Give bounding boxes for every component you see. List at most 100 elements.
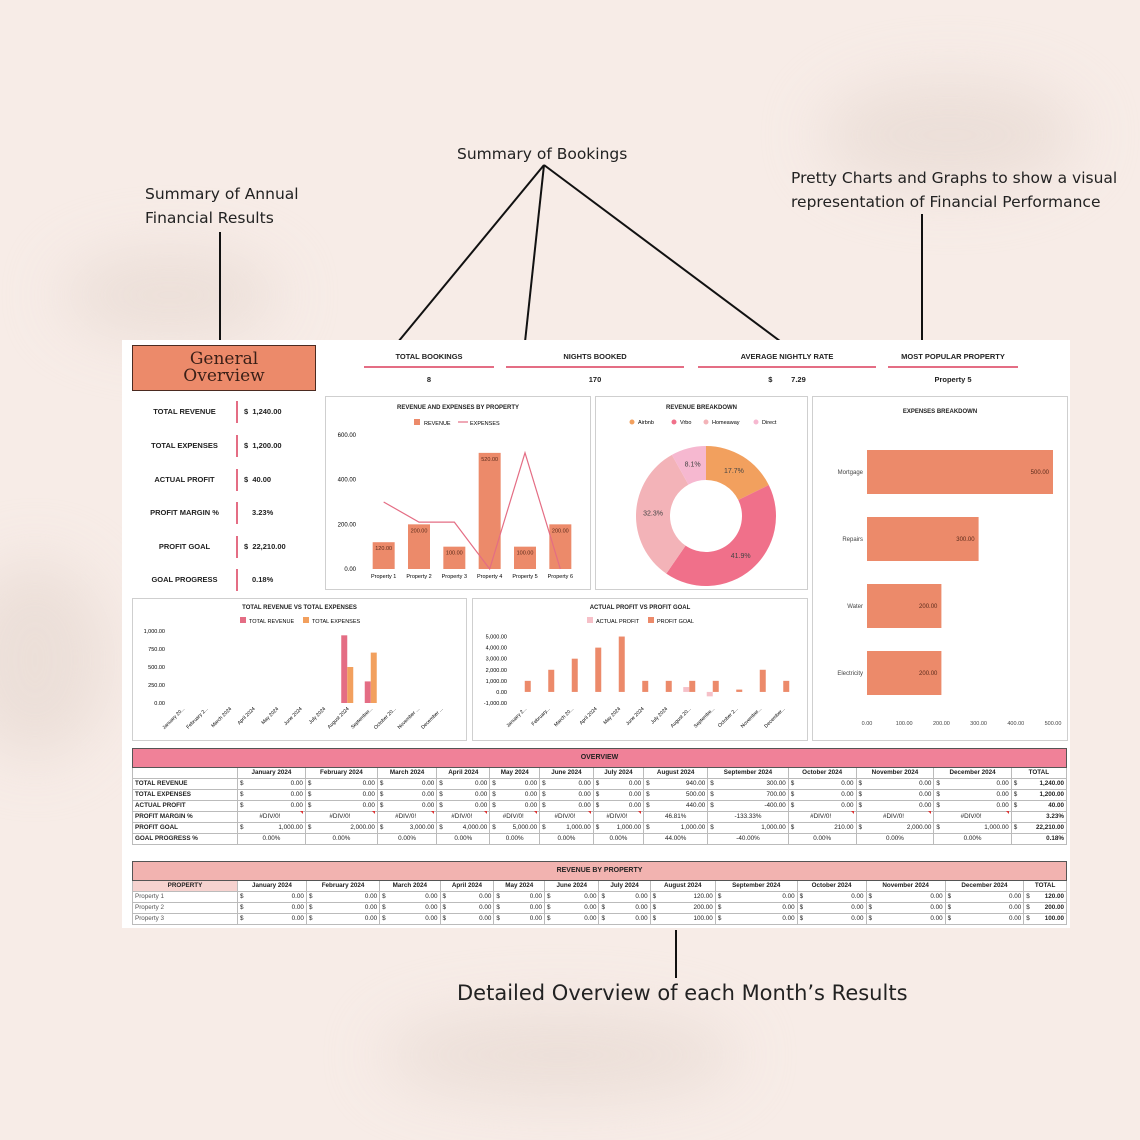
table-cell[interactable]: $0.00 [489,778,541,790]
table-cell[interactable]: $0.00 [493,891,546,903]
table-cell[interactable]: $0.00 [592,789,645,801]
table-cell[interactable]: 0.18% [1010,833,1068,845]
table-cell[interactable]: $0.00 [376,800,438,812]
table-cell[interactable]: 0.00% [237,833,306,845]
table-cell[interactable]: $22,210.00 [1010,822,1068,834]
table-cell[interactable]: $0.00 [865,902,946,914]
table-cell[interactable]: $0.00 [592,778,645,790]
table-cell[interactable]: $0.00 [539,778,594,790]
table-cell[interactable]: $0.00 [933,778,1012,790]
table-cell[interactable]: $0.00 [436,800,491,812]
table-cell[interactable]: $0.00 [714,891,798,903]
table-cell[interactable]: -40.00% [707,833,789,845]
table-cell[interactable]: $0.00 [237,902,307,914]
table-cell[interactable]: #DIV/0! [436,811,491,823]
table-cell[interactable]: $0.00 [305,891,381,903]
table-cell[interactable]: $0.00 [304,778,378,790]
table-cell[interactable]: 0.00% [787,833,857,845]
table-cell[interactable]: #DIV/0! [592,811,645,823]
table-cell[interactable]: $0.00 [376,789,438,801]
table-cell[interactable]: $0.00 [439,891,495,903]
table-cell[interactable]: $0.00 [944,902,1025,914]
table-cell[interactable]: $0.00 [237,778,306,790]
table-cell[interactable]: $0.00 [796,902,867,914]
table-cell[interactable]: $0.00 [379,913,441,925]
table-cell[interactable]: #DIV/0! [489,811,541,823]
table-cell[interactable]: $0.00 [304,800,378,812]
table-cell[interactable]: $0.00 [944,913,1025,925]
table-cell[interactable]: $1,000.00 [539,822,594,834]
table-cell[interactable]: #DIV/0! [933,811,1012,823]
table-cell[interactable]: 0.00% [489,833,541,845]
table-cell[interactable]: $0.00 [304,789,378,801]
table-cell[interactable]: $1,000.00 [643,822,709,834]
table-cell[interactable]: $0.00 [544,902,600,914]
table-cell[interactable]: $0.00 [305,902,381,914]
table-cell[interactable]: $0.00 [436,778,491,790]
table-cell[interactable]: 0.00% [304,833,378,845]
table-cell[interactable]: $40.00 [1010,800,1068,812]
table-cell[interactable]: $120.00 [649,891,716,903]
table-cell[interactable]: $1,240.00 [1010,778,1068,790]
table-cell[interactable]: $0.00 [539,789,594,801]
table-cell[interactable]: 46.81% [643,811,709,823]
table-cell[interactable]: $1,000.00 [592,822,645,834]
table-cell[interactable]: 0.00% [539,833,594,845]
table-cell[interactable]: $0.00 [598,891,651,903]
table-cell[interactable]: $0.00 [544,913,600,925]
table-cell[interactable]: $0.00 [379,902,441,914]
table-cell[interactable]: $0.00 [539,800,594,812]
table-cell[interactable]: #DIV/0! [376,811,438,823]
table-cell[interactable]: $0.00 [865,891,946,903]
table-cell[interactable]: $700.00 [707,789,789,801]
table-cell[interactable]: $940.00 [643,778,709,790]
table-cell[interactable]: $1,000.00 [237,822,306,834]
table-cell[interactable]: $0.00 [598,913,651,925]
table-cell[interactable]: $0.00 [436,789,491,801]
table-cell[interactable]: $0.00 [865,913,946,925]
table-cell[interactable]: $0.00 [489,800,541,812]
table-cell[interactable]: $1,000.00 [933,822,1012,834]
table-cell[interactable]: 0.00% [376,833,438,845]
table-cell[interactable]: $0.00 [796,891,867,903]
table-cell[interactable]: $0.00 [439,913,495,925]
table-cell[interactable]: $0.00 [787,800,857,812]
table-cell[interactable]: $2,000.00 [855,822,935,834]
table-cell[interactable]: $0.00 [787,789,857,801]
table-cell[interactable]: $0.00 [933,789,1012,801]
table-cell[interactable]: 0.00% [592,833,645,845]
table-cell[interactable]: $0.00 [855,778,935,790]
table-cell[interactable]: $0.00 [237,800,306,812]
table-cell[interactable]: $300.00 [707,778,789,790]
table-cell[interactable]: $0.00 [489,789,541,801]
table-cell[interactable]: $0.00 [305,913,381,925]
table-cell[interactable]: $0.00 [376,778,438,790]
table-cell[interactable]: $0.00 [933,800,1012,812]
table-cell[interactable]: 3.23% [1010,811,1068,823]
table-cell[interactable]: $0.00 [944,891,1025,903]
table-cell[interactable]: 44.00% [643,833,709,845]
table-cell[interactable]: $210.00 [787,822,857,834]
table-cell[interactable]: $0.00 [714,913,798,925]
table-cell[interactable]: 0.00% [933,833,1012,845]
table-cell[interactable]: #DIV/0! [539,811,594,823]
table-cell[interactable]: $0.00 [714,902,798,914]
table-cell[interactable]: $0.00 [493,913,546,925]
table-cell[interactable]: 0.00% [855,833,935,845]
table-cell[interactable]: $0.00 [237,789,306,801]
table-cell[interactable]: $200.00 [649,902,716,914]
table-cell[interactable]: $0.00 [787,778,857,790]
table-cell[interactable]: $2,000.00 [304,822,378,834]
table-cell[interactable]: #DIV/0! [855,811,935,823]
table-cell[interactable]: $500.00 [643,789,709,801]
table-cell[interactable]: $3,000.00 [376,822,438,834]
table-cell[interactable]: #DIV/0! [787,811,857,823]
table-cell[interactable]: $100.00 [1023,913,1067,925]
table-cell[interactable]: $0.00 [493,902,546,914]
table-cell[interactable]: $0.00 [796,913,867,925]
table-cell[interactable]: $200.00 [1023,902,1067,914]
table-cell[interactable]: $4,000.00 [436,822,491,834]
table-cell[interactable]: $0.00 [544,891,600,903]
table-cell[interactable]: $0.00 [379,891,441,903]
table-cell[interactable]: -133.33% [707,811,789,823]
